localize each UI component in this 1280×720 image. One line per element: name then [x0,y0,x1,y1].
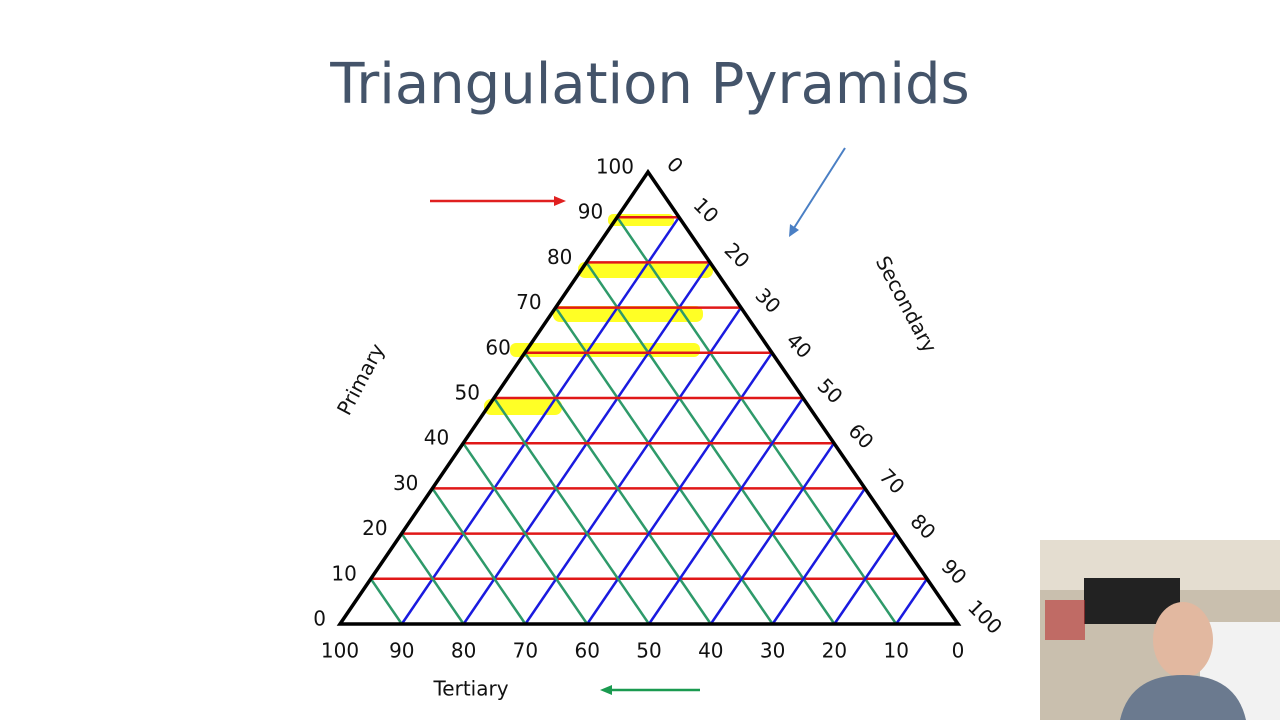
primary-tick-label: 70 [516,290,541,314]
secondary-line [709,442,836,625]
arrow-head [554,196,566,206]
ternary-grid [369,215,929,625]
primary-label: Primary [332,339,390,419]
secondary-line [647,397,805,625]
tertiary-tick-label: 10 [883,639,908,663]
tertiary-tick-label: 30 [760,639,785,663]
primary-tick-label: 0 [313,607,326,631]
primary-tick-label: 20 [362,516,387,540]
webcam [1040,540,1280,720]
secondary-line [524,306,743,625]
primary-tick-label: 60 [485,335,510,359]
primary-tick-label: 40 [424,426,449,450]
tertiary-line [400,532,465,625]
triangle [336,168,962,626]
secondary-tick-label: 90 [937,554,972,589]
arrow [793,147,846,229]
primary-tick-label: 30 [393,471,418,495]
tertiary-tick-label: 100 [321,639,359,663]
primary-tick-label: 50 [455,381,480,405]
tertiary-tick-label: 70 [513,639,538,663]
tertiary-line [554,306,774,625]
secondary-label: Secondary [871,252,942,357]
tertiary-label: Tertiary [432,677,508,701]
tertiary-line [616,216,898,625]
secondary-tick-label: 0 [662,152,688,178]
secondary-tick-label: 70 [875,464,910,499]
secondary-line [833,532,898,625]
tertiary-tick-label: 60 [574,639,599,663]
slide-title: Triangulation Pyramids [329,52,969,117]
primary-tick-label: 90 [578,200,603,224]
tertiary-tick-label: 90 [389,639,414,663]
arrow-head [600,685,612,695]
secondary-tick-label: 40 [782,328,817,363]
tertiary-line [462,442,589,625]
tertiary-tick-label: 50 [636,639,661,663]
secondary-line [895,578,929,625]
tertiary-tick-label: 40 [698,639,723,663]
secondary-line [771,487,867,625]
primary-tick-label: 100 [596,155,634,179]
secondary-tick-label: 100 [963,595,1007,639]
tertiary-line [369,578,403,625]
primary-tick-label: 10 [331,561,356,585]
secondary-tick-label: 60 [844,419,879,454]
tertiary-tick-label: 80 [451,639,476,663]
secondary-tick-label: 80 [906,509,941,544]
secondary-tick-label: 30 [751,283,786,318]
secondary-line [400,216,681,625]
tertiary-line [431,487,527,625]
primary-tick-label: 80 [547,245,572,269]
secondary-tick-label: 50 [813,373,848,408]
secondary-tick-label: 10 [689,193,724,228]
arrow-head [789,224,799,237]
tertiary-tick-label: 20 [822,639,847,663]
tertiary-line [492,397,651,625]
tertiary-tick-label: 0 [952,639,965,663]
secondary-tick-label: 20 [720,238,755,273]
